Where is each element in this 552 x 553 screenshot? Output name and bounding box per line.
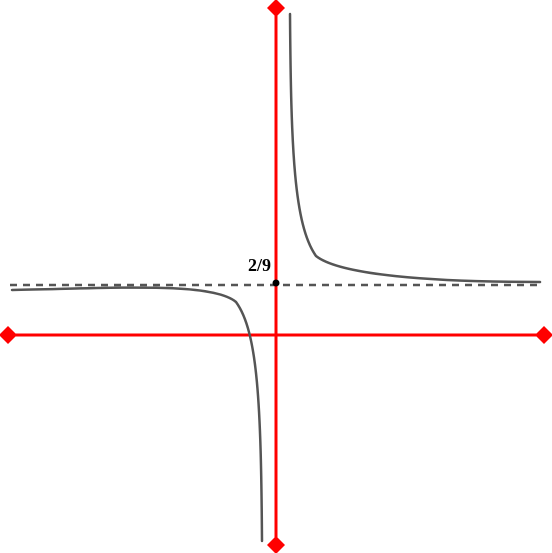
asymptote-label: 2/9 [248,255,271,275]
y-intercept-point [273,280,280,287]
rational-function-chart: 2/9 [0,0,552,553]
